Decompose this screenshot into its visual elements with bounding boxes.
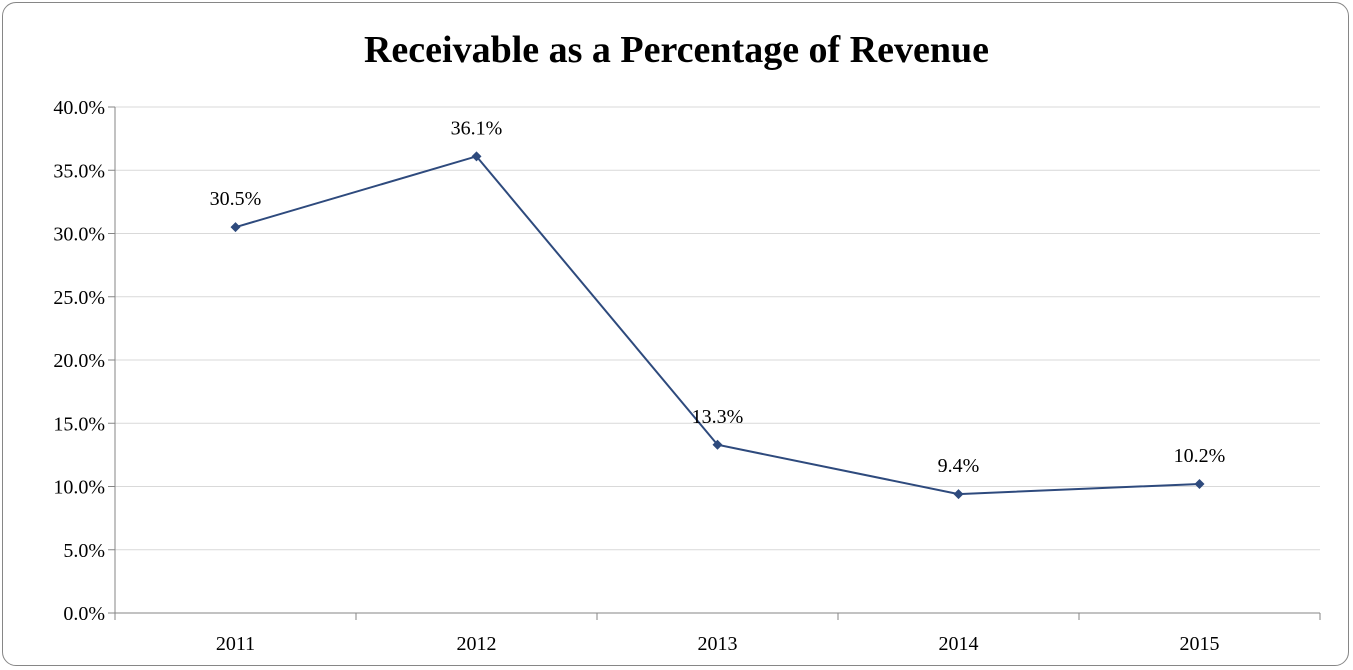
x-tick-label: 2012 xyxy=(457,633,497,655)
y-tick-label: 15.0% xyxy=(53,413,105,435)
y-tick-label: 5.0% xyxy=(63,540,105,562)
x-tick-label: 2011 xyxy=(216,633,255,655)
data-labels: 30.5% 36.1% 13.3% 9.4% 10.2% xyxy=(210,117,1226,477)
x-axis-ticks: 2011 2012 2013 2014 2015 xyxy=(114,613,1321,655)
y-tick-label: 30.0% xyxy=(53,224,105,246)
data-label: 10.2% xyxy=(1174,445,1226,467)
data-point-marker xyxy=(471,151,482,162)
gridlines xyxy=(115,106,1320,551)
x-tick-label: 2014 xyxy=(939,633,979,655)
x-tick-label: 2013 xyxy=(698,633,738,655)
y-tick-label: 20.0% xyxy=(53,350,105,372)
data-label: 30.5% xyxy=(210,188,262,210)
y-tick-label: 35.0% xyxy=(53,160,105,182)
x-tick-label: 2015 xyxy=(1180,633,1220,655)
y-tick-label: 10.0% xyxy=(53,477,105,499)
data-label: 36.1% xyxy=(451,117,503,139)
y-tick-label: 40.0% xyxy=(53,97,105,119)
series-group xyxy=(230,151,1205,500)
y-tick-label: 0.0% xyxy=(63,603,105,625)
data-point-marker xyxy=(953,489,964,500)
chart-title: Receivable as a Percentage of Revenue xyxy=(363,29,990,71)
data-point-marker xyxy=(1194,478,1205,489)
data-point-marker xyxy=(712,439,723,450)
data-label: 9.4% xyxy=(938,455,980,477)
data-label: 13.3% xyxy=(692,406,744,428)
data-point-marker xyxy=(230,222,241,233)
y-tick-label: 25.0% xyxy=(53,287,105,309)
y-axis-ticks: 0.0% 5.0% 10.0% 15.0% 20.0% 25.0% 30.0% 35.0% 40… xyxy=(53,97,115,625)
